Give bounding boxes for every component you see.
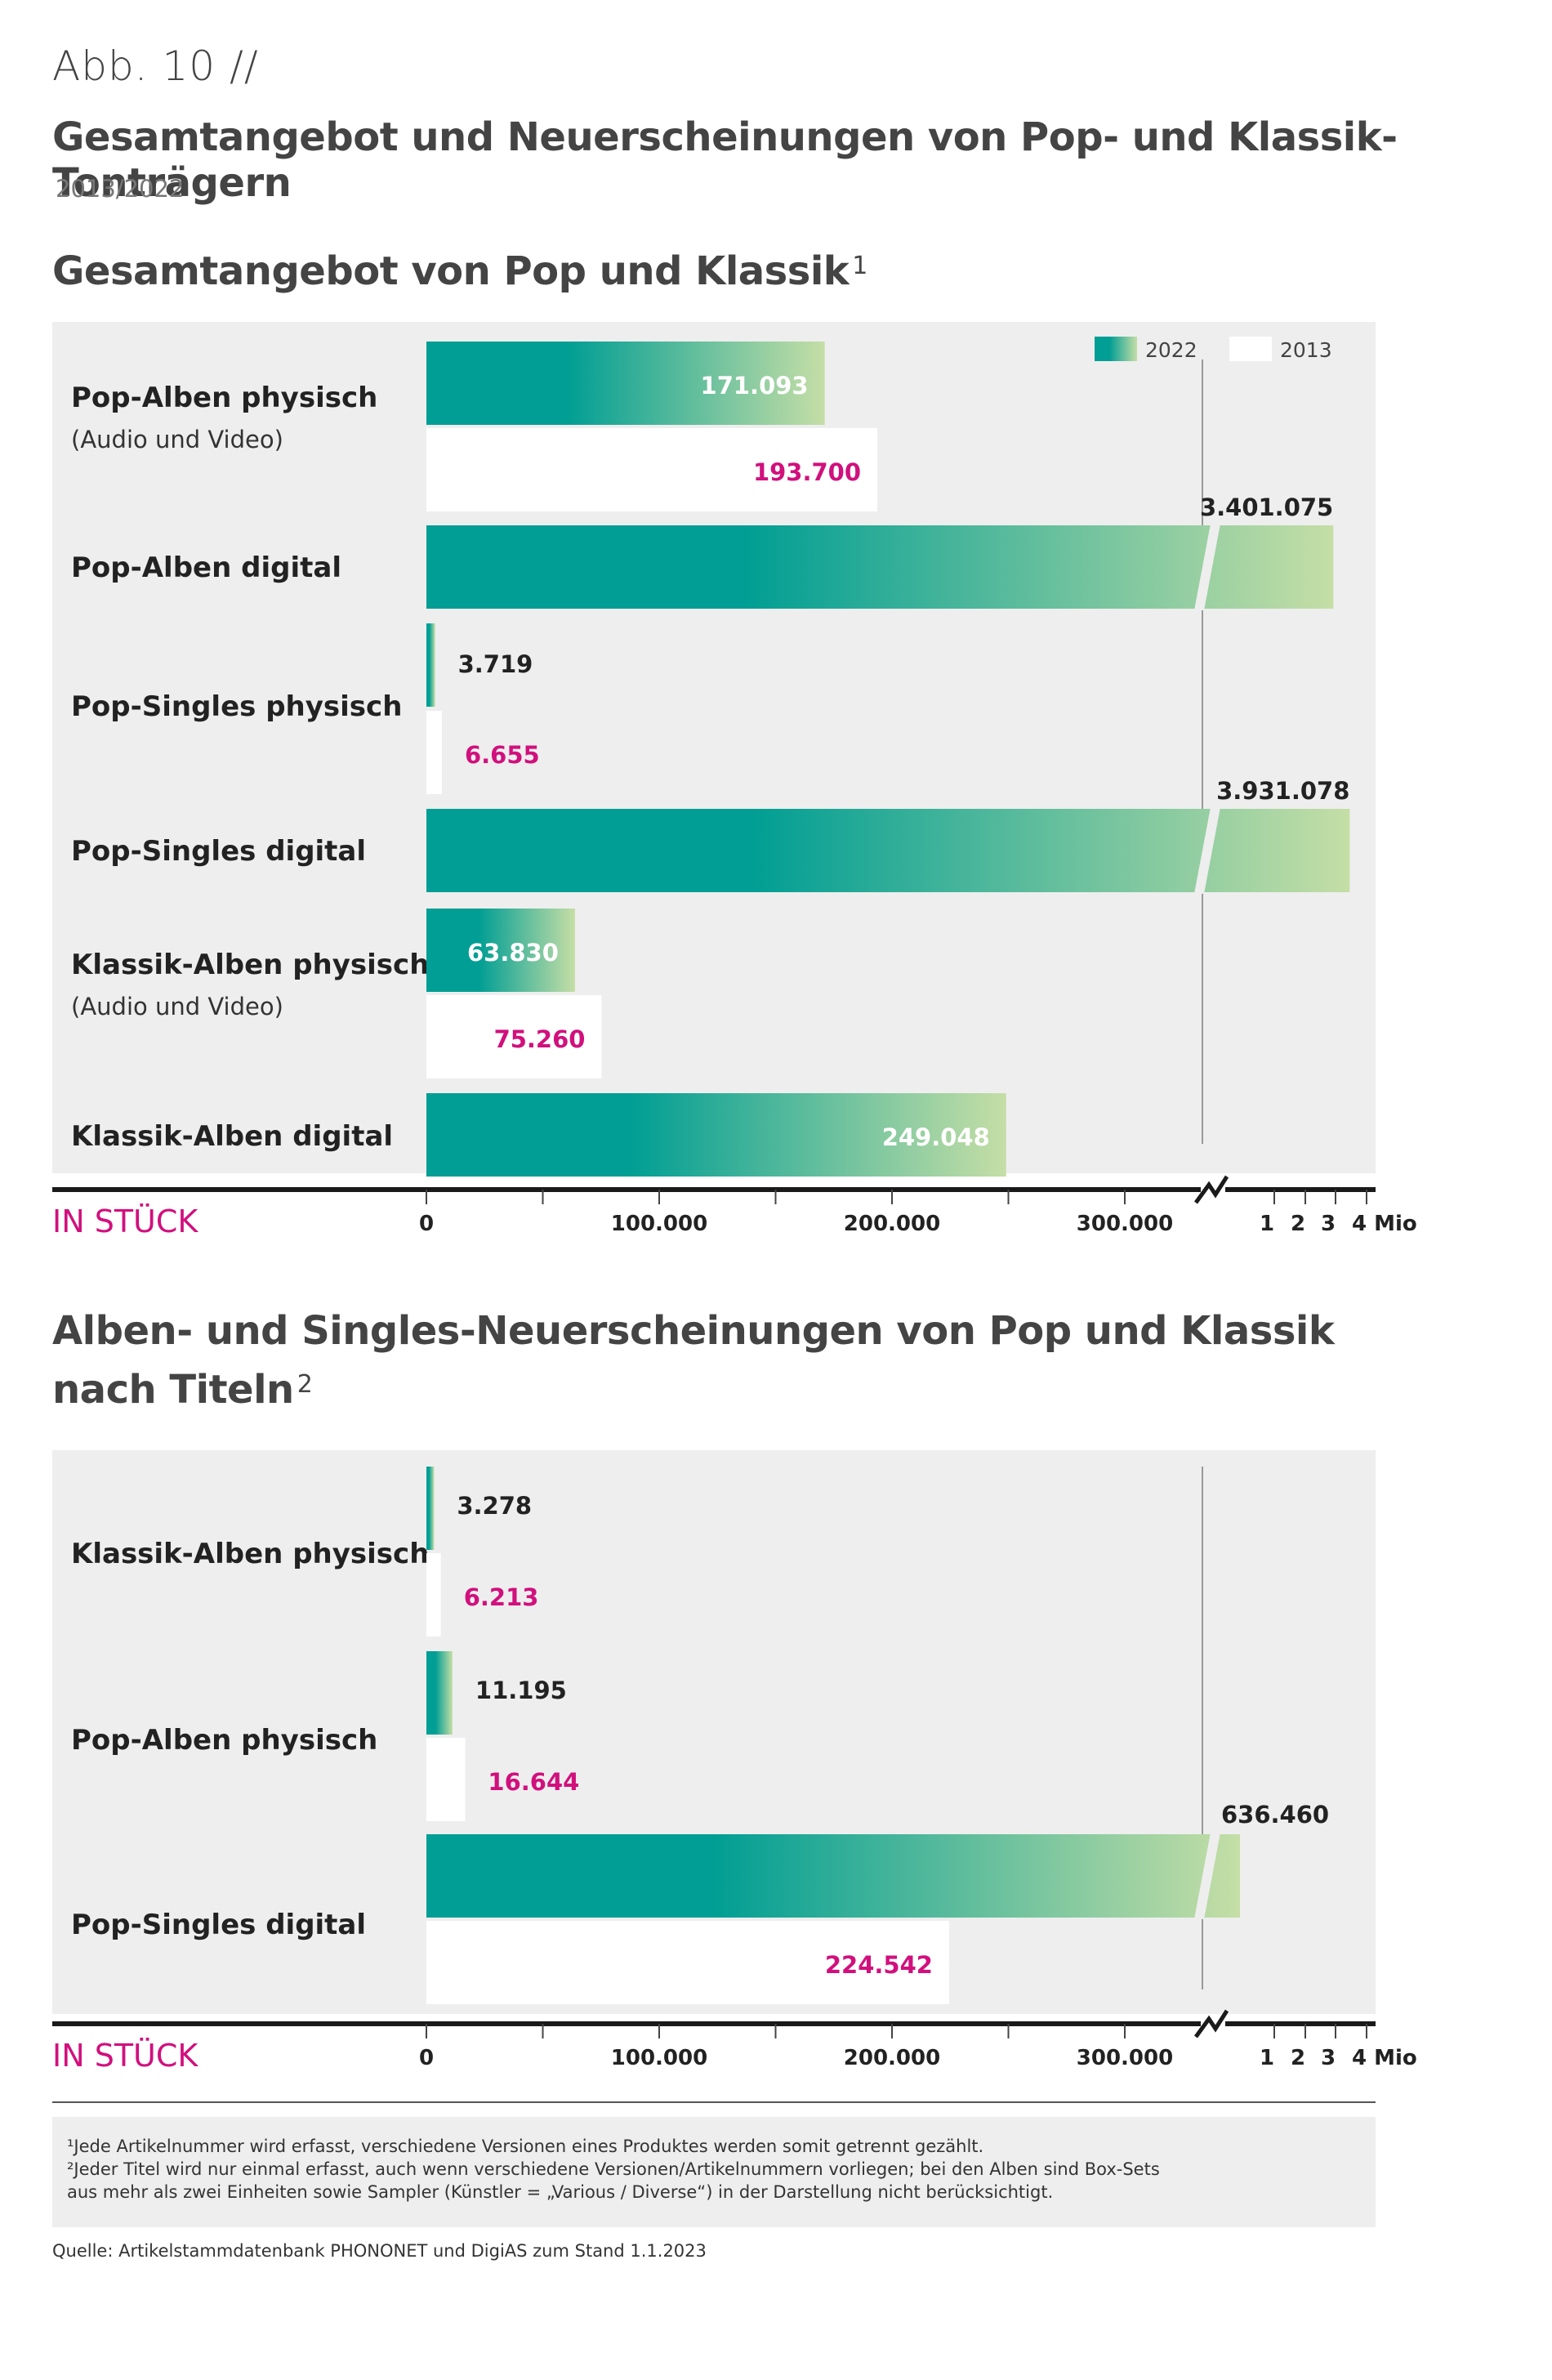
footnote-1: ¹Jede Artikelnummer wird erfasst, versch… bbox=[67, 2137, 984, 2156]
legend-2013-swatch bbox=[1229, 337, 1272, 361]
bar-2022-break bbox=[1194, 524, 1220, 610]
category-label: Pop-Alben physisch bbox=[71, 1724, 377, 1757]
source-note: Quelle: Artikelstammdatenbank PHONONET u… bbox=[52, 2241, 707, 2261]
bar-2013 bbox=[426, 995, 602, 1078]
data-label-2022: 171.093 bbox=[701, 372, 809, 400]
x-tick-label: 0 bbox=[419, 1212, 434, 1236]
legend-2013-label: 2013 bbox=[1280, 338, 1332, 362]
category-label: Pop-Alben physisch bbox=[71, 382, 377, 414]
figure-title: Gesamtangebot und Neuerscheinungen von P… bbox=[52, 114, 1398, 206]
figure-number: Abb. 10 // bbox=[52, 42, 259, 90]
bar-2013 bbox=[426, 428, 878, 511]
footnote-box: ¹Jede Artikelnummer wird erfasst, versch… bbox=[52, 2117, 1376, 2227]
chart-new-releases: Klassik-Alben physisch 3.278 6.213 Pop-Albe… bbox=[52, 1450, 1417, 2074]
x-tick-label: 100.000 bbox=[611, 1212, 707, 1236]
category-sublabel: (Audio und Video) bbox=[71, 993, 283, 1020]
unit-label: IN STÜCK bbox=[52, 2038, 198, 2074]
category-label: Klassik-Alben digital bbox=[71, 1120, 393, 1153]
data-label-2022: 249.048 bbox=[882, 1123, 990, 1151]
category-label: Klassik-Alben physisch bbox=[71, 949, 429, 981]
category-label: Pop-Singles physisch bbox=[71, 690, 402, 723]
data-label-2022: 3.931.078 bbox=[1216, 777, 1349, 805]
bar-2013 bbox=[426, 711, 442, 794]
unit-label: IN STÜCK bbox=[52, 1203, 198, 1239]
x-log-tick-label: 2 bbox=[1291, 1212, 1305, 1236]
data-label-2022: 11.195 bbox=[475, 1677, 567, 1704]
bar-2022 bbox=[426, 807, 1350, 894]
x-tick-label: 200.000 bbox=[844, 1212, 940, 1236]
section-2-footnote-ref: 2 bbox=[297, 1370, 313, 1399]
x-log-tick-label: 3 bbox=[1321, 1212, 1336, 1236]
axis-break-mark bbox=[1193, 2009, 1229, 2038]
bar-2022 bbox=[426, 1467, 435, 1550]
section-1-title-text: Gesamtangebot von Pop und Klassik bbox=[52, 248, 850, 294]
data-label-2022: 636.460 bbox=[1221, 1801, 1329, 1829]
x-log-tick-label: 2 bbox=[1291, 2046, 1305, 2070]
x-log-tick-label: 4 Mio bbox=[1352, 2046, 1417, 2070]
footnote-divider bbox=[52, 2101, 1376, 2103]
data-label-2022: 3.278 bbox=[457, 1492, 532, 1520]
x-tick-label: 100.000 bbox=[611, 2046, 707, 2070]
bar-2022-fill bbox=[426, 1834, 1240, 1918]
section-1-title: Gesamtangebot von Pop und Klassik 1 bbox=[52, 242, 867, 301]
data-label-2013: 224.542 bbox=[825, 1951, 933, 1979]
bar-2022-break bbox=[1194, 1833, 1220, 1919]
footnote-2: ²Jeder Titel wird nur einmal erfasst, au… bbox=[67, 2159, 1160, 2179]
bar-2013 bbox=[426, 1553, 441, 1637]
section-2-title-line1: Alben- und Singles-Neuerscheinungen von … bbox=[52, 1308, 1335, 1354]
bar-2022-fill bbox=[426, 525, 1334, 609]
x-tick-label: 300.000 bbox=[1077, 1212, 1173, 1236]
category-sublabel: (Audio und Video) bbox=[71, 426, 283, 453]
figure-subtitle: 2013/2022 bbox=[56, 175, 185, 203]
legend-2022-label: 2022 bbox=[1145, 338, 1197, 362]
x-tick-label: 300.000 bbox=[1077, 2046, 1173, 2070]
x-log-tick-label: 1 bbox=[1260, 2046, 1274, 2070]
x-tick-label: 200.000 bbox=[844, 2046, 940, 2070]
bar-2022 bbox=[426, 524, 1334, 610]
data-label-2022: 3.401.075 bbox=[1200, 493, 1333, 521]
bar-2022-break bbox=[1194, 807, 1220, 894]
bar-2013 bbox=[426, 1738, 466, 1821]
bar-2022 bbox=[426, 1093, 1006, 1177]
bar-2022 bbox=[426, 623, 435, 707]
bar-2022 bbox=[426, 342, 825, 425]
x-log-tick-label: 4 Mio bbox=[1352, 1212, 1417, 1236]
data-label-2013: 16.644 bbox=[488, 1768, 579, 1796]
x-log-tick-label: 1 bbox=[1260, 1212, 1274, 1236]
data-label-2013: 6.213 bbox=[464, 1583, 539, 1611]
data-label-2022: 63.830 bbox=[467, 939, 559, 967]
bar-2013 bbox=[426, 1921, 949, 2004]
bar-2022 bbox=[426, 1651, 453, 1735]
section-2-title-line2-wrap: nach Titeln 2 bbox=[52, 1360, 1334, 1419]
footnote-2-cont: aus mehr als zwei Einheiten sowie Sample… bbox=[67, 2182, 1054, 2202]
bar-2022 bbox=[426, 909, 575, 992]
category-label: Klassik-Alben physisch bbox=[71, 1538, 429, 1570]
chart-2-panel bbox=[52, 1450, 1376, 2014]
category-label: Pop-Alben digital bbox=[71, 551, 341, 584]
data-label-2013: 193.700 bbox=[753, 458, 861, 486]
section-2-title-line2: nach Titeln bbox=[52, 1367, 294, 1413]
legend-2022-swatch bbox=[1095, 337, 1137, 361]
bar-2022 bbox=[426, 1833, 1240, 1919]
data-label-2013: 75.260 bbox=[494, 1025, 586, 1053]
category-label: Pop-Singles digital bbox=[71, 1909, 366, 1941]
x-tick-label: 0 bbox=[419, 2046, 434, 2070]
section-2-title: Alben- und Singles-Neuerscheinungen von … bbox=[52, 1302, 1335, 1419]
data-label-2022: 3.719 bbox=[458, 650, 533, 678]
section-1-footnote-ref: 1 bbox=[852, 252, 867, 280]
axis-break-mark bbox=[1193, 1175, 1229, 1204]
bar-2022-fill bbox=[426, 809, 1350, 892]
x-log-tick-label: 3 bbox=[1321, 2046, 1336, 2070]
category-label: Pop-Singles digital bbox=[71, 835, 366, 868]
data-label-2013: 6.655 bbox=[465, 741, 540, 769]
